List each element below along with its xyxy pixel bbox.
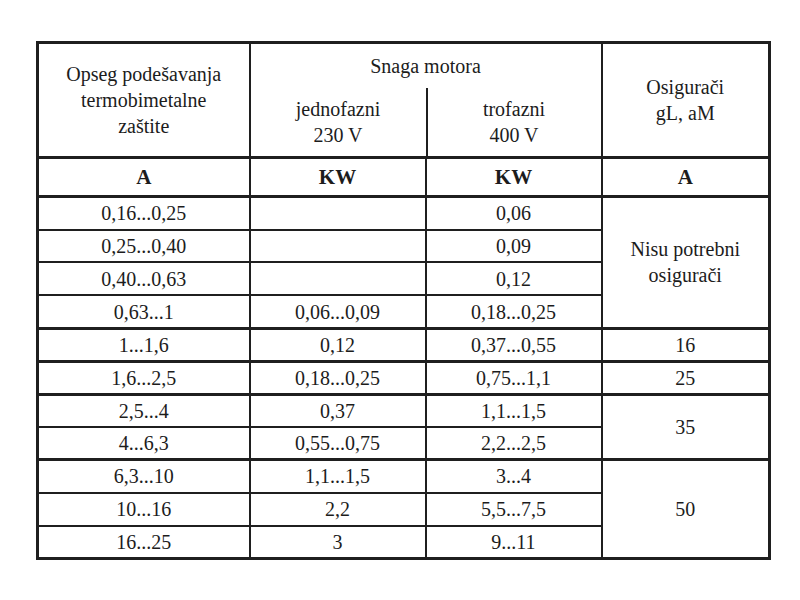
motor-power-title: Snaga motora — [251, 44, 601, 88]
kw230-cell — [250, 262, 426, 295]
fuse-cell: 25 — [602, 361, 770, 394]
unit-cell-fuse-a: A — [602, 158, 770, 197]
no-fuse-line: Nisu potrebni — [607, 236, 765, 262]
kw400-cell: 5,5...7,5 — [426, 493, 602, 526]
kw400-cell: 0,09 — [426, 230, 602, 263]
units-row: A KW KW A — [38, 158, 770, 197]
unit-cell-range-a: A — [38, 158, 250, 197]
kw230-cell: 0,55...0,75 — [250, 427, 426, 460]
fuses-header-line: Osigurači — [607, 74, 765, 100]
range-header-line: zaštite — [43, 113, 245, 139]
motor-power-subheaders: jednofazni 230 V trofazni 400 V — [251, 88, 601, 156]
kw400-cell: 3...4 — [426, 460, 602, 493]
range-cell: 0,25...0,40 — [38, 230, 250, 263]
single-phase-line: 230 V — [313, 122, 362, 148]
no-fuse-cell: Nisu potrebni osigurači — [602, 197, 770, 329]
fuses-header-line: gL, aM — [607, 100, 765, 126]
range-cell: 2,5...4 — [38, 394, 250, 427]
kw400-cell: 2,2...2,5 — [426, 427, 602, 460]
kw230-cell — [250, 230, 426, 263]
table-row: 6,3...10 1,1...1,5 3...4 50 — [38, 460, 770, 493]
single-phase-subheader: jednofazni 230 V — [251, 88, 426, 156]
kw400-cell: 0,75...1,1 — [426, 361, 602, 394]
kw230-cell: 1,1...1,5 — [250, 460, 426, 493]
kw230-cell: 0,37 — [250, 394, 426, 427]
range-cell: 4...6,3 — [38, 427, 250, 460]
motor-protection-table: Opseg podešavanja termobimetalne zaštite… — [36, 41, 771, 560]
kw400-cell: 0,12 — [426, 262, 602, 295]
single-phase-line: jednofazni — [296, 96, 380, 122]
range-cell: 0,63...1 — [38, 295, 250, 328]
kw230-cell: 2,2 — [250, 493, 426, 526]
kw230-cell: 3 — [250, 526, 426, 559]
range-cell: 16...25 — [38, 526, 250, 559]
range-cell: 6,3...10 — [38, 460, 250, 493]
table-row: 2,5...4 0,37 1,1...1,5 35 — [38, 394, 770, 427]
three-phase-line: 400 V — [489, 122, 538, 148]
kw400-cell: 0,18...0,25 — [426, 295, 602, 328]
range-header-line: termobimetalne — [43, 87, 245, 113]
kw400-cell: 0,37...0,55 — [426, 328, 602, 361]
kw230-cell: 0,18...0,25 — [250, 361, 426, 394]
document-page: Opseg podešavanja termobimetalne zaštite… — [0, 0, 800, 600]
range-cell: 1...1,6 — [38, 328, 250, 361]
kw400-cell: 1,1...1,5 — [426, 394, 602, 427]
range-header-line: Opseg podešavanja — [43, 61, 245, 87]
range-cell: 10...16 — [38, 493, 250, 526]
fuse-cell: 16 — [602, 328, 770, 361]
kw400-cell: 9...11 — [426, 526, 602, 559]
fuse-cell: 50 — [602, 460, 770, 559]
three-phase-subheader: trofazni 400 V — [426, 88, 601, 156]
header-row: Opseg podešavanja termobimetalne zaštite… — [38, 43, 770, 158]
range-cell: 0,40...0,63 — [38, 262, 250, 295]
motor-power-header-cell: Snaga motora jednofazni 230 V trofazni 4… — [250, 43, 602, 158]
no-fuse-line: osigurači — [607, 262, 765, 288]
range-cell: 0,16...0,25 — [38, 197, 250, 230]
fuses-header-cell: Osigurači gL, aM — [602, 43, 770, 158]
unit-cell-kw230: KW — [250, 158, 426, 197]
table-row: 0,16...0,25 0,06 Nisu potrebni osigurači — [38, 197, 770, 230]
kw230-cell: 0,06...0,09 — [250, 295, 426, 328]
table-row: 1,6...2,5 0,18...0,25 0,75...1,1 25 — [38, 361, 770, 394]
table-row: 1...1,6 0,12 0,37...0,55 16 — [38, 328, 770, 361]
range-cell: 1,6...2,5 — [38, 361, 250, 394]
range-header-cell: Opseg podešavanja termobimetalne zaštite — [38, 43, 250, 158]
three-phase-line: trofazni — [483, 96, 545, 122]
kw230-cell — [250, 197, 426, 230]
kw400-cell: 0,06 — [426, 197, 602, 230]
kw230-cell: 0,12 — [250, 328, 426, 361]
fuse-cell: 35 — [602, 394, 770, 460]
unit-cell-kw400: KW — [426, 158, 602, 197]
